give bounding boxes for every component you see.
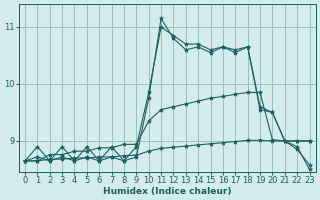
X-axis label: Humidex (Indice chaleur): Humidex (Indice chaleur) bbox=[103, 187, 231, 196]
